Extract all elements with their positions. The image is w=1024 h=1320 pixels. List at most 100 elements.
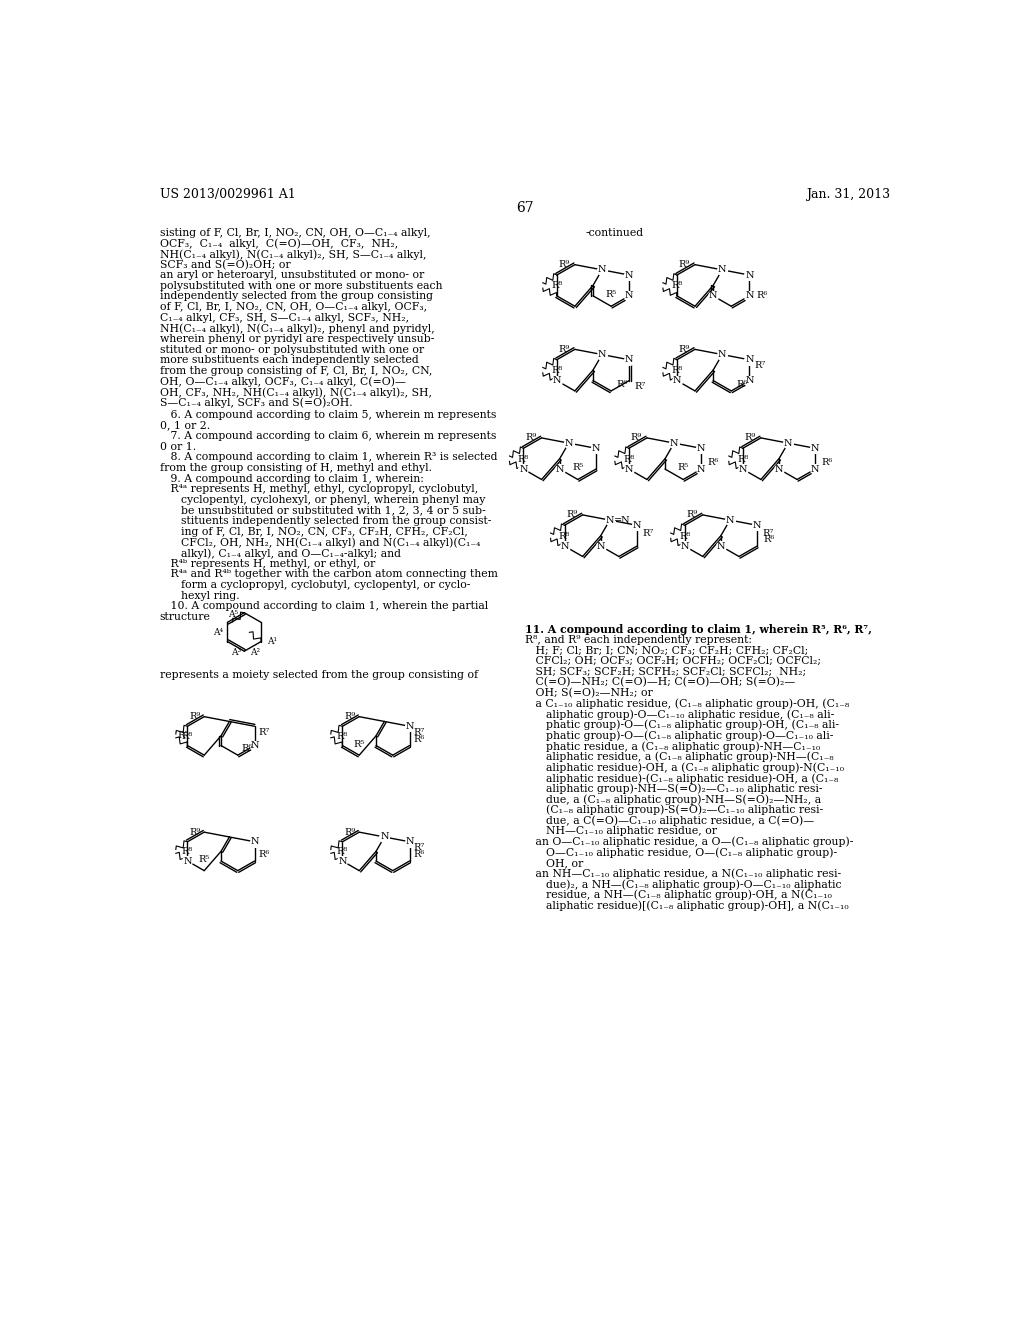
Text: N: N — [555, 465, 564, 474]
Text: OCF₃,  C₁₋₄  alkyl,  C(=O)—OH,  CF₃,  NH₂,: OCF₃, C₁₋₄ alkyl, C(=O)—OH, CF₃, NH₂, — [160, 239, 398, 249]
Text: OH, O—C₁₋₄ alkyl, OCF₃, C₁₋₄ alkyl, C(=O)—: OH, O—C₁₋₄ alkyl, OCF₃, C₁₋₄ alkyl, C(=O… — [160, 376, 406, 387]
Text: N: N — [718, 350, 726, 359]
Text: R⁸: R⁸ — [182, 847, 194, 857]
Text: due, a C(=O)—C₁₋₁₀ aliphatic residue, a C(=O)—: due, a C(=O)—C₁₋₁₀ aliphatic residue, a … — [524, 816, 814, 826]
Text: N: N — [605, 516, 614, 524]
Text: CFCl₂; OH; OCF₃; OCF₂H; OCFH₂; OCF₂Cl; OCFCl₂;: CFCl₂; OH; OCF₃; OCF₂H; OCFH₂; OCF₂Cl; O… — [524, 656, 821, 667]
Text: 8. A compound according to claim 1, wherein R³ is selected: 8. A compound according to claim 1, wher… — [160, 453, 498, 462]
Text: A⁵: A⁵ — [228, 610, 238, 619]
Text: R⁷: R⁷ — [258, 727, 269, 737]
Text: R⁶: R⁶ — [763, 536, 774, 544]
Text: N: N — [745, 355, 754, 364]
Text: NH—C₁₋₁₀ aliphatic residue, or: NH—C₁₋₁₀ aliphatic residue, or — [524, 826, 717, 836]
Text: 67: 67 — [516, 201, 534, 215]
Text: 7. A compound according to claim 6, wherein m represents: 7. A compound according to claim 6, wher… — [160, 432, 497, 441]
Text: N: N — [380, 833, 389, 841]
Text: due, a (C₁₋₈ aliphatic group)-NH—S(=O)₂—NH₂, a: due, a (C₁₋₈ aliphatic group)-NH—S(=O)₂—… — [524, 795, 821, 805]
Text: an O—C₁₋₁₀ aliphatic residue, a O—(C₁₋₈ aliphatic group)-: an O—C₁₋₁₀ aliphatic residue, a O—(C₁₋₈ … — [524, 837, 853, 847]
Text: an aryl or heteroaryl, unsubstituted or mono- or: an aryl or heteroaryl, unsubstituted or … — [160, 271, 424, 280]
Text: N: N — [633, 521, 641, 529]
Text: R⁸, and R⁹ each independently represent:: R⁸, and R⁹ each independently represent: — [524, 635, 752, 645]
Text: of F, Cl, Br, I, NO₂, CN, OH, O—C₁₋₄ alkyl, OCF₃,: of F, Cl, Br, I, NO₂, CN, OH, O—C₁₋₄ alk… — [160, 302, 427, 312]
Text: stituted or mono- or polysubstituted with one or: stituted or mono- or polysubstituted wit… — [160, 345, 424, 355]
Text: N: N — [250, 741, 259, 750]
Text: N: N — [697, 444, 706, 453]
Text: due)₂, a NH—(C₁₋₈ aliphatic group)-O—C₁₋₁₀ aliphatic: due)₂, a NH—(C₁₋₈ aliphatic group)-O—C₁₋… — [524, 879, 842, 890]
Text: S—C₁₋₄ alkyl, SCF₃ and S(=O)₂OH.: S—C₁₋₄ alkyl, SCF₃ and S(=O)₂OH. — [160, 397, 352, 408]
Text: C₁₋₄ alkyl, CF₃, SH, S—C₁₋₄ alkyl, SCF₃, NH₂,: C₁₋₄ alkyl, CF₃, SH, S—C₁₋₄ alkyl, SCF₃,… — [160, 313, 409, 322]
Text: form a cyclopropyl, cyclobutyl, cyclopentyl, or cyclo-: form a cyclopropyl, cyclobutyl, cyclopen… — [160, 579, 470, 590]
Text: N: N — [625, 465, 633, 474]
Text: N: N — [811, 444, 819, 453]
Text: 0 or 1.: 0 or 1. — [160, 442, 196, 451]
Text: R⁵: R⁵ — [353, 741, 365, 748]
Text: N: N — [718, 265, 726, 275]
Text: N: N — [753, 521, 762, 529]
Text: R⁹: R⁹ — [679, 345, 690, 354]
Text: R⁷: R⁷ — [635, 383, 646, 391]
Text: R⁸: R⁸ — [551, 281, 562, 290]
Text: phatic residue, a (C₁₋₈ aliphatic group)-NH—C₁₋₁₀: phatic residue, a (C₁₋₈ aliphatic group)… — [524, 741, 820, 751]
Text: N: N — [406, 837, 414, 846]
Text: SCF₃ and S(=O)₂OH; or: SCF₃ and S(=O)₂OH; or — [160, 260, 291, 269]
Text: 9. A compound according to claim 1, wherein:: 9. A compound according to claim 1, wher… — [160, 474, 424, 483]
Text: alkyl), C₁₋₄ alkyl, and O—C₁₋₄-alkyl; and: alkyl), C₁₋₄ alkyl, and O—C₁₋₄-alkyl; an… — [160, 548, 400, 558]
Text: R⁵: R⁵ — [572, 463, 584, 473]
Text: O—C₁₋₁₀ aliphatic residue, O—(C₁₋₈ aliphatic group)-: O—C₁₋₁₀ aliphatic residue, O—(C₁₋₈ aliph… — [524, 847, 837, 858]
Text: from the group consisting of F, Cl, Br, I, NO₂, CN,: from the group consisting of F, Cl, Br, … — [160, 366, 432, 376]
Text: -continued: -continued — [586, 227, 643, 238]
Text: N: N — [598, 265, 606, 275]
Text: R⁶: R⁶ — [242, 744, 253, 754]
Text: R⁹: R⁹ — [631, 433, 642, 442]
Text: R⁸: R⁸ — [551, 366, 562, 375]
Text: R⁵: R⁵ — [199, 855, 210, 865]
Text: R⁶: R⁶ — [258, 850, 269, 859]
Text: R⁹: R⁹ — [344, 828, 355, 837]
Text: US 2013/0029961 A1: US 2013/0029961 A1 — [160, 187, 296, 201]
Text: independently selected from the group consisting: independently selected from the group co… — [160, 292, 433, 301]
Text: N: N — [670, 438, 678, 447]
Text: from the group consisting of H, methyl and ethyl.: from the group consisting of H, methyl a… — [160, 463, 432, 473]
Text: N: N — [738, 465, 746, 474]
Text: be unsubstituted or substituted with 1, 2, 3, 4 or 5 sub-: be unsubstituted or substituted with 1, … — [160, 506, 485, 516]
Text: structure: structure — [160, 611, 211, 622]
Text: R⁸: R⁸ — [672, 281, 683, 290]
Text: R⁶: R⁶ — [616, 380, 628, 389]
Text: N: N — [406, 722, 414, 731]
Text: R⁹: R⁹ — [566, 511, 578, 519]
Text: polysubstituted with one or more substituents each: polysubstituted with one or more substit… — [160, 281, 442, 290]
Text: N: N — [625, 271, 634, 280]
Text: ing of F, Cl, Br, I, NO₂, CN, CF₃, CF₂H, CFH₂, CF₂Cl,: ing of F, Cl, Br, I, NO₂, CN, CF₃, CF₂H,… — [160, 527, 468, 537]
Text: N: N — [717, 541, 725, 550]
Text: N: N — [592, 444, 600, 453]
Text: SH; SCF₃; SCF₂H; SCFH₂; SCF₂Cl; SCFCl₂;  NH₂;: SH; SCF₃; SCF₂H; SCFH₂; SCF₂Cl; SCFCl₂; … — [524, 667, 806, 677]
Text: R⁶: R⁶ — [708, 458, 719, 467]
Text: cyclopentyl, cyclohexyl, or phenyl, wherein phenyl may: cyclopentyl, cyclohexyl, or phenyl, wher… — [160, 495, 485, 504]
Text: a C₁₋₁₀ aliphatic residue, (C₁₋₈ aliphatic group)-OH, (C₁₋₈: a C₁₋₁₀ aliphatic residue, (C₁₋₈ aliphat… — [524, 698, 849, 709]
Text: R⁸: R⁸ — [559, 532, 570, 541]
Text: R⁹: R⁹ — [189, 828, 201, 837]
Text: R⁶: R⁶ — [413, 850, 425, 859]
Text: CFCl₂, OH, NH₂, NH(C₁₋₄ alkyl) and N(C₁₋₄ alkyl)(C₁₋₄: CFCl₂, OH, NH₂, NH(C₁₋₄ alkyl) and N(C₁₋… — [160, 537, 480, 548]
Text: aliphatic residue)-(C₁₋₈ aliphatic residue)-OH, a (C₁₋₈: aliphatic residue)-(C₁₋₈ aliphatic resid… — [524, 774, 839, 784]
Text: OH, or: OH, or — [524, 858, 583, 869]
Text: R⁹: R⁹ — [679, 260, 690, 269]
Text: H; F; Cl; Br; I; CN; NO₂; CF₃; CF₂H; CFH₂; CF₂Cl;: H; F; Cl; Br; I; CN; NO₂; CF₃; CF₂H; CFH… — [524, 645, 808, 656]
Text: R⁷: R⁷ — [642, 528, 653, 537]
Text: A⁴: A⁴ — [213, 628, 223, 638]
Text: N: N — [338, 857, 347, 866]
Text: R⁹: R⁹ — [525, 433, 537, 442]
Text: N: N — [597, 541, 605, 550]
Text: R⁵: R⁵ — [177, 731, 188, 741]
Text: R⁵: R⁵ — [678, 463, 689, 473]
Text: an NH—C₁₋₁₀ aliphatic residue, a N(C₁₋₁₀ aliphatic resi-: an NH—C₁₋₁₀ aliphatic residue, a N(C₁₋₁₀… — [524, 869, 841, 879]
Text: R⁹: R⁹ — [744, 433, 756, 442]
Text: A²: A² — [251, 648, 260, 657]
Text: hexyl ring.: hexyl ring. — [160, 590, 240, 601]
Text: R⁸: R⁸ — [337, 847, 348, 857]
Text: R⁴ᵇ represents H, methyl, or ethyl, or: R⁴ᵇ represents H, methyl, or ethyl, or — [160, 558, 375, 569]
Text: 10. A compound according to claim 1, wherein the partial: 10. A compound according to claim 1, whe… — [160, 601, 488, 611]
Text: N: N — [726, 516, 734, 524]
Text: Jan. 31, 2013: Jan. 31, 2013 — [806, 187, 890, 201]
Text: phatic group)-O—(C₁₋₈ aliphatic group)-O—C₁₋₁₀ ali-: phatic group)-O—(C₁₋₈ aliphatic group)-O… — [524, 730, 834, 741]
